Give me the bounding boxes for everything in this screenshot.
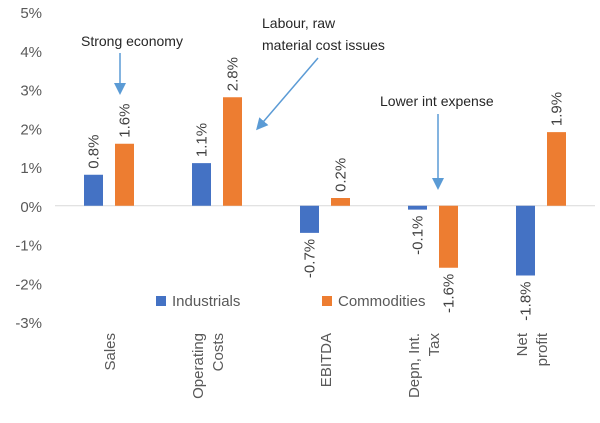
legend-commodities-label: Commodities xyxy=(338,293,426,310)
legend-commodities-swatch xyxy=(322,296,332,306)
data-label: -1.6% xyxy=(441,274,458,313)
y-tick-label: -1% xyxy=(15,238,42,255)
data-label: 1.6% xyxy=(117,104,134,138)
category-label: Sales xyxy=(102,333,119,371)
legend-industrials-swatch xyxy=(156,296,166,306)
bar-industrials xyxy=(300,205,319,233)
bar-industrials xyxy=(84,174,103,206)
data-label: -0.1% xyxy=(410,216,427,255)
category-label: Operating xyxy=(190,333,207,399)
data-label: 2.8% xyxy=(225,57,242,91)
data-label: 1.9% xyxy=(549,92,566,126)
y-tick-label: -3% xyxy=(15,315,42,332)
bar-commodities xyxy=(331,198,350,206)
annotation-labour-line1: Labour, raw xyxy=(262,15,336,31)
data-label: -1.8% xyxy=(518,282,535,321)
y-tick-label: 2% xyxy=(20,121,42,138)
y-tick-label: 0% xyxy=(20,199,42,216)
category-label: Net xyxy=(514,332,531,356)
y-tick-label: 5% xyxy=(20,5,42,22)
bar-commodities xyxy=(115,143,134,206)
annotation-labour-line2: material cost issues xyxy=(262,37,385,53)
bar-commodities xyxy=(223,97,242,206)
bar-industrials xyxy=(516,205,535,276)
bar-commodities xyxy=(547,132,566,206)
category-label: Tax xyxy=(426,333,443,357)
data-label: -0.7% xyxy=(302,239,319,278)
data-label: 0.2% xyxy=(333,158,350,192)
data-label: 1.1% xyxy=(194,123,211,157)
arrow-labour xyxy=(256,57,319,131)
y-tick-label: 1% xyxy=(20,160,42,177)
category-label: Costs xyxy=(210,333,227,371)
annotation-strong-economy: Strong economy xyxy=(81,33,183,49)
bar-industrials xyxy=(408,205,427,210)
category-label: EBITDA xyxy=(318,333,335,387)
data-label: 0.8% xyxy=(86,135,103,169)
category-label: Depn, Int. xyxy=(406,333,423,398)
bar-industrials xyxy=(192,163,211,206)
y-tick-label: -2% xyxy=(15,276,42,293)
bar-commodities xyxy=(439,205,458,268)
category-label: profit xyxy=(534,332,551,366)
y-tick-label: 4% xyxy=(20,44,42,61)
y-tick-label: 3% xyxy=(20,83,42,100)
legend-industrials-label: Industrials xyxy=(172,293,240,310)
annotation-lower-int: Lower int expense xyxy=(380,93,494,109)
